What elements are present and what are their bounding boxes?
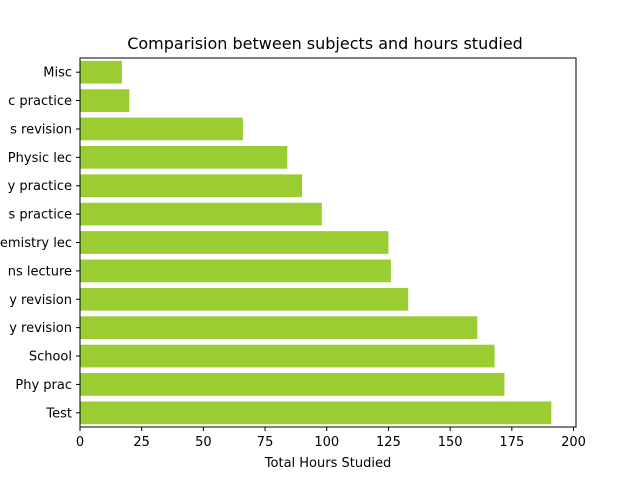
x-tick-label: 175 [499,435,524,450]
bar [80,344,495,368]
bar [80,287,409,311]
y-tick-label: emistry lec [0,236,72,251]
y-tick-label: s revision [10,122,72,137]
bar [80,89,130,112]
bars-group [80,60,552,425]
x-axis-label: Total Hours Studied [264,456,391,471]
x-tick-label: 0 [76,435,84,450]
x-tick-label: 50 [195,435,212,450]
bar [80,401,552,425]
plot-frame [79,57,577,428]
x-axis-ticks: 0 25 50 75 100 125 150 175 200 [76,427,586,450]
y-tick-label: s practice [9,208,72,223]
x-tick-label: 150 [438,435,463,450]
chart-title: Comparision between subjects and hours s… [127,34,523,53]
bar [80,316,478,340]
x-tick-label: 25 [133,435,150,450]
bar [80,373,505,396]
bar [80,117,243,141]
y-tick-label: Physic lec [8,151,72,166]
bar [80,174,303,198]
y-tick-label: y practice [8,179,72,194]
y-tick-label: y revision [9,321,72,336]
bar [80,202,322,226]
y-tick-label: Phy prac [15,378,72,393]
bar [80,231,389,254]
bar [80,259,391,283]
x-tick-label: 75 [257,435,274,450]
x-tick-label: 125 [376,435,401,450]
y-tick-label: School [29,350,72,365]
y-tick-label: c practice [8,94,72,109]
y-tick-label: ns lecture [8,264,72,279]
x-tick-label: 100 [314,435,339,450]
y-tick-label: y revision [9,293,72,308]
y-tick-label: Misc [43,66,72,81]
bar [80,60,122,84]
y-axis-ticks: Misc c practice s revision Physic lec y prac… [0,66,80,421]
x-tick-label: 200 [561,435,586,450]
bar [80,145,288,169]
y-tick-label: Test [45,406,72,421]
